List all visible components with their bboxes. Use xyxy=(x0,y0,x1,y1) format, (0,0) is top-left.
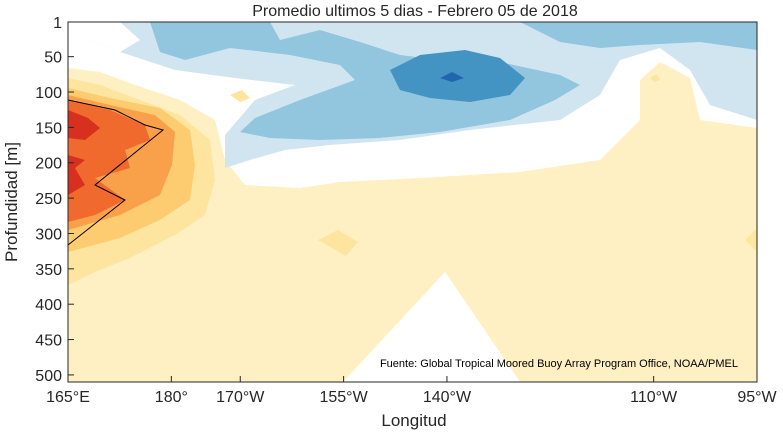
y-tick-label: 250 xyxy=(35,191,62,208)
warm-patch-small-3 xyxy=(230,90,250,102)
y-tick-label: 100 xyxy=(35,85,62,102)
plot-frame xyxy=(67,21,758,383)
y-tick-label: 150 xyxy=(35,120,62,137)
x-tick-label: 170°W xyxy=(216,389,265,406)
warm-anomaly-core-upper xyxy=(68,110,100,140)
x-tick-label: 180° xyxy=(155,389,188,406)
cold-anomaly-level-2 xyxy=(150,22,580,140)
y-tick-label: 50 xyxy=(44,50,62,67)
contour-regions xyxy=(67,22,757,382)
y-tick-label: 500 xyxy=(35,368,62,385)
y-tick-label: 1 xyxy=(53,15,62,32)
x-tick-label: 165°E xyxy=(46,389,90,406)
warm-patch-small-1 xyxy=(318,230,358,256)
x-axis-label: Longitud xyxy=(381,411,446,430)
x-tick-label: 155°W xyxy=(319,389,368,406)
x-tick-label: 95°W xyxy=(737,389,777,406)
source-annotation: Fuente: Global Tropical Moored Buoy Arra… xyxy=(380,358,738,370)
chart-title: Promedio ultimos 5 dias - Febrero 05 de … xyxy=(252,3,578,20)
neutral-pocket xyxy=(68,22,140,52)
warm-patch-small-2 xyxy=(745,228,757,252)
y-tick-label: 450 xyxy=(35,333,62,350)
x-tick-label: 140°W xyxy=(423,389,472,406)
warm-anomaly-level-1 xyxy=(68,62,757,382)
y-axis-label: Profundidad [m] xyxy=(2,142,21,262)
y-tick-label: 200 xyxy=(35,156,62,173)
x-axis: 165°E 180° 170°W 155°W 140°W 110°W 95°W xyxy=(46,376,778,406)
y-tick-label: 350 xyxy=(35,262,62,279)
warm-patch-small-4 xyxy=(650,74,660,82)
y-tick-label: 300 xyxy=(35,226,62,243)
y-tick-label: 400 xyxy=(35,297,62,314)
neutral-wedge xyxy=(343,272,520,382)
contour-line-warm xyxy=(67,99,165,246)
warm-anomaly-core-lower xyxy=(68,155,85,195)
cold-anomaly-core xyxy=(440,72,464,82)
cold-anomaly-level-2-east xyxy=(520,22,757,50)
x-tick-label: 110°W xyxy=(630,389,678,406)
